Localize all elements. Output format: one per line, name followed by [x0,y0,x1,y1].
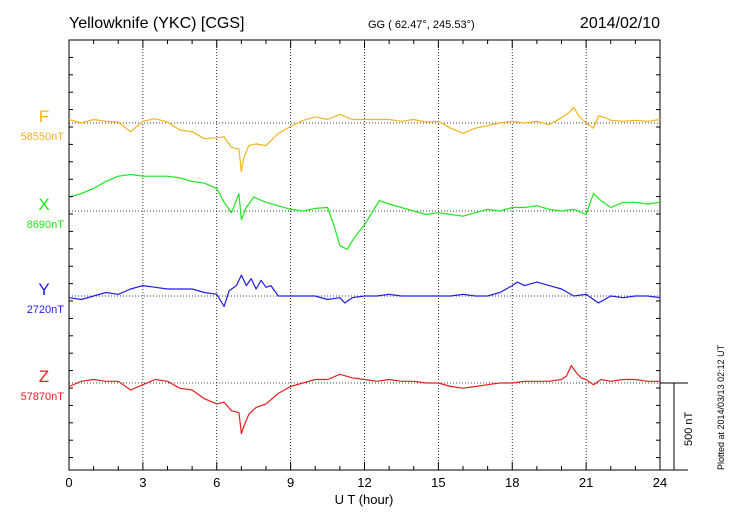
x-tick-label: 15 [431,475,445,490]
chart-date: 2014/02/10 [580,15,660,32]
channel-name-y: Y [38,280,49,299]
channel-name-z: Z [39,367,49,386]
series-line-y [68,274,661,307]
x-tick-label: 6 [213,475,220,490]
x-tick-label: 21 [579,475,593,490]
scale-bar: 500 nT [660,382,695,471]
series-line-z [68,365,660,435]
channel-baseline-y: 2720nT [27,304,65,316]
channel-name-x: X [38,195,49,214]
chart-title: Yellowknife (YKC) [CGS] [69,15,244,32]
channel-baseline-f: 58550nT [21,131,65,143]
plot-frame [68,39,661,471]
x-tick-label: 0 [65,475,72,490]
plotted-timestamp: Plotted at 2014/03/13 02:12 UT [716,344,726,470]
scale-bar-label: 500 nT [683,411,695,446]
series-line-x [68,173,661,250]
x-axis-label: U T (hour) [335,492,394,507]
channel-baseline-z: 57870nT [21,391,65,403]
series-line-f [68,106,661,173]
x-tick-label: 18 [505,475,519,490]
plot-grid [142,40,587,470]
series-layer [68,106,661,435]
x-tick-label: 9 [287,475,294,490]
channel-baseline-x: 8690nT [27,219,65,231]
x-tick-label: 12 [357,475,371,490]
x-axis-ticks: 0 3 6 9 12 15 18 21 24 [65,40,667,490]
channel-name-f: F [39,107,49,126]
x-tick-label: 3 [139,475,146,490]
channel-labels: F 58550nT X 8690nT Y 2720nT Z 57870nT [21,107,65,403]
station-coordinates: GG ( 62.47°, 245.53°) [368,19,475,31]
x-tick-label: 24 [653,475,667,490]
